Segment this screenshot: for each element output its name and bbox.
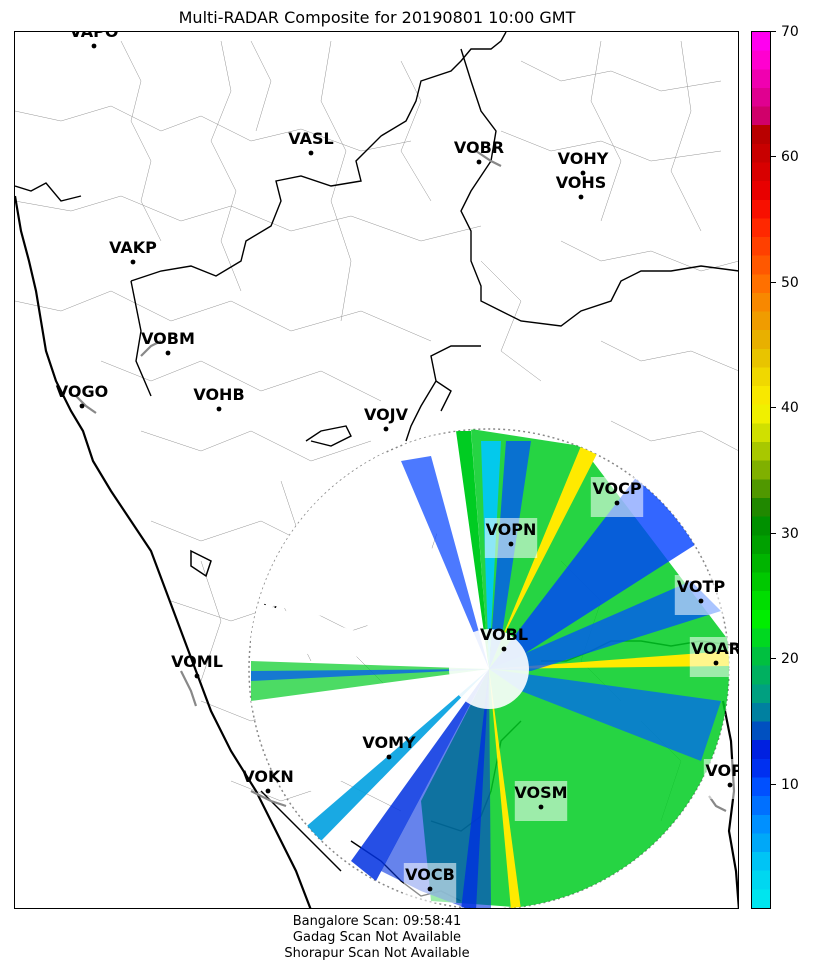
station-voar[interactable]: VOAR (689, 637, 739, 677)
station-dot (713, 660, 719, 666)
scan-status: Bangalore Scan: 09:58:41 Gadag Scan Not … (14, 914, 740, 962)
colorbar-tick-label: 40 (781, 400, 799, 417)
station-label: VOPC (705, 761, 739, 780)
reflectivity-colorbar (751, 31, 771, 909)
station-dot (308, 150, 314, 156)
station-label: VAKP (109, 238, 157, 257)
station-vapo[interactable]: VAPO (69, 32, 119, 49)
station-markers: VAPO VASL VOBR VOHY VOHS VAKP VOBM VOGO VOHB VOJV… (56, 32, 739, 903)
station-voml[interactable]: VOML (171, 652, 223, 679)
station-vakp[interactable]: VAKP (109, 238, 157, 265)
station-dot (501, 646, 507, 652)
station-vocp[interactable]: VOCP (590, 477, 644, 517)
station-vobm[interactable]: VOBM (141, 329, 195, 356)
colorbar-tick (771, 783, 776, 785)
map-title: Multi-RADAR Composite for 20190801 10:00… (178, 8, 576, 27)
station-vohb[interactable]: VOHB (193, 385, 245, 412)
colorbar-tick (771, 281, 776, 283)
station-label: VOPN (486, 520, 537, 539)
station-dot (727, 782, 733, 788)
station-label-box (484, 518, 538, 558)
station-label: VASL (288, 129, 333, 148)
station-dot (194, 673, 200, 679)
station-dot (91, 43, 97, 49)
station-label-box (590, 477, 644, 517)
station-dot (578, 194, 584, 200)
station-label: VOBM (141, 329, 195, 348)
scan-status-bangalore: Bangalore Scan: 09:58:41 (292, 914, 462, 929)
station-vomy[interactable]: VOMY (362, 733, 416, 760)
colorbar-tick (771, 31, 776, 32)
station-vasl[interactable]: VASL (288, 129, 334, 156)
station-label: VOML (171, 652, 223, 671)
station-vobl[interactable]: VOBL (480, 625, 528, 652)
radar-map-canvas: VAPO VASL VOBR VOHY VOHS VAKP VOBM VOGO VOHB VOJV… (15, 32, 739, 908)
station-label-box (689, 637, 738, 677)
station-dot (614, 500, 620, 506)
station-label: VAPO (69, 32, 118, 41)
station-dot (476, 159, 482, 165)
scan-status-shorapur: Shorapur Scan Not Available (284, 946, 470, 961)
station-dot (427, 886, 433, 892)
station-vohy[interactable]: VOHY (558, 149, 609, 176)
station-label: VOKN (242, 767, 294, 786)
colorbar-tick-label: 70 (781, 24, 799, 40)
station-vosm[interactable]: VOSM (514, 781, 568, 821)
station-vojv[interactable]: VOJV (364, 405, 409, 432)
station-vopc[interactable]: VOPC (703, 759, 739, 799)
station-dot (216, 406, 222, 412)
station-dot (538, 804, 544, 810)
colorbar-tick (771, 532, 776, 534)
colorbar-tick-label: 50 (781, 274, 799, 291)
colorbar-tick-label: 20 (781, 651, 799, 668)
colorbar-tick-label: 30 (781, 525, 799, 542)
station-label-box (703, 759, 738, 799)
station-label: VOHB (193, 385, 244, 404)
station-dot (386, 754, 392, 760)
station-label: VOCB (405, 865, 455, 884)
colorbar-tick-label: 60 (781, 149, 799, 166)
station-label: VOHY (558, 149, 609, 168)
station-dot (265, 788, 271, 794)
colorbar-tick (771, 658, 776, 660)
station-label: VOTP (677, 577, 726, 596)
station-dot (79, 403, 85, 409)
colorbar-tick (771, 156, 776, 158)
station-dot (165, 350, 171, 356)
rivers (75, 150, 727, 812)
station-label: VOMY (362, 733, 416, 752)
station-vobr[interactable]: VOBR (454, 138, 504, 165)
station-vokn[interactable]: VOKN (242, 767, 294, 794)
station-label: VOCP (592, 479, 641, 498)
station-label-box (514, 781, 568, 821)
station-label-box (403, 863, 457, 903)
station-label: VOAR (691, 639, 739, 658)
station-label: VOGO (56, 382, 108, 401)
station-label-box (674, 575, 728, 615)
station-vocb[interactable]: VOCB (403, 863, 457, 903)
station-dot (580, 170, 586, 176)
station-dot (383, 426, 389, 432)
station-vogo[interactable]: VOGO (56, 382, 108, 409)
station-dot (508, 541, 514, 547)
colorbar-tick (771, 407, 776, 409)
colorbar-tick-label: 10 (781, 776, 799, 793)
station-dot (130, 259, 136, 265)
station-votp[interactable]: VOTP (674, 575, 728, 615)
station-label: VOHS (556, 173, 607, 192)
station-label: VOBR (454, 138, 504, 157)
station-label: VOJV (364, 405, 409, 424)
station-label: VOSM (514, 783, 567, 802)
scan-status-gadag: Gadag Scan Not Available (292, 930, 462, 945)
station-dot (698, 598, 704, 604)
radar-echoes (251, 429, 729, 908)
station-vohs[interactable]: VOHS (556, 173, 607, 200)
station-label: VOBL (480, 625, 528, 644)
station-vopn[interactable]: VOPN (484, 518, 538, 558)
radar-map[interactable]: VAPO VASL VOBR VOHY VOHS VAKP VOBM VOGO VOHB VOJV… (14, 31, 739, 909)
